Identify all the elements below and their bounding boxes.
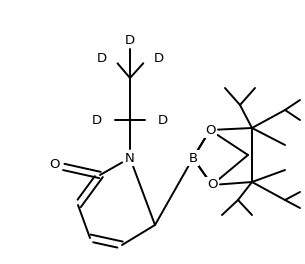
Text: D: D [158,114,168,126]
Text: D: D [154,51,164,64]
Text: O: O [207,178,217,191]
Text: N: N [125,152,135,164]
Text: D: D [97,51,107,64]
Text: O: O [207,178,217,191]
Text: B: B [188,152,198,164]
Text: D: D [92,114,102,126]
Text: O: O [205,124,215,136]
Text: D: D [125,34,135,47]
Text: O: O [205,124,215,136]
Text: B: B [188,152,198,164]
Text: N: N [125,152,135,164]
Text: O: O [50,158,60,172]
Text: O: O [50,158,60,172]
